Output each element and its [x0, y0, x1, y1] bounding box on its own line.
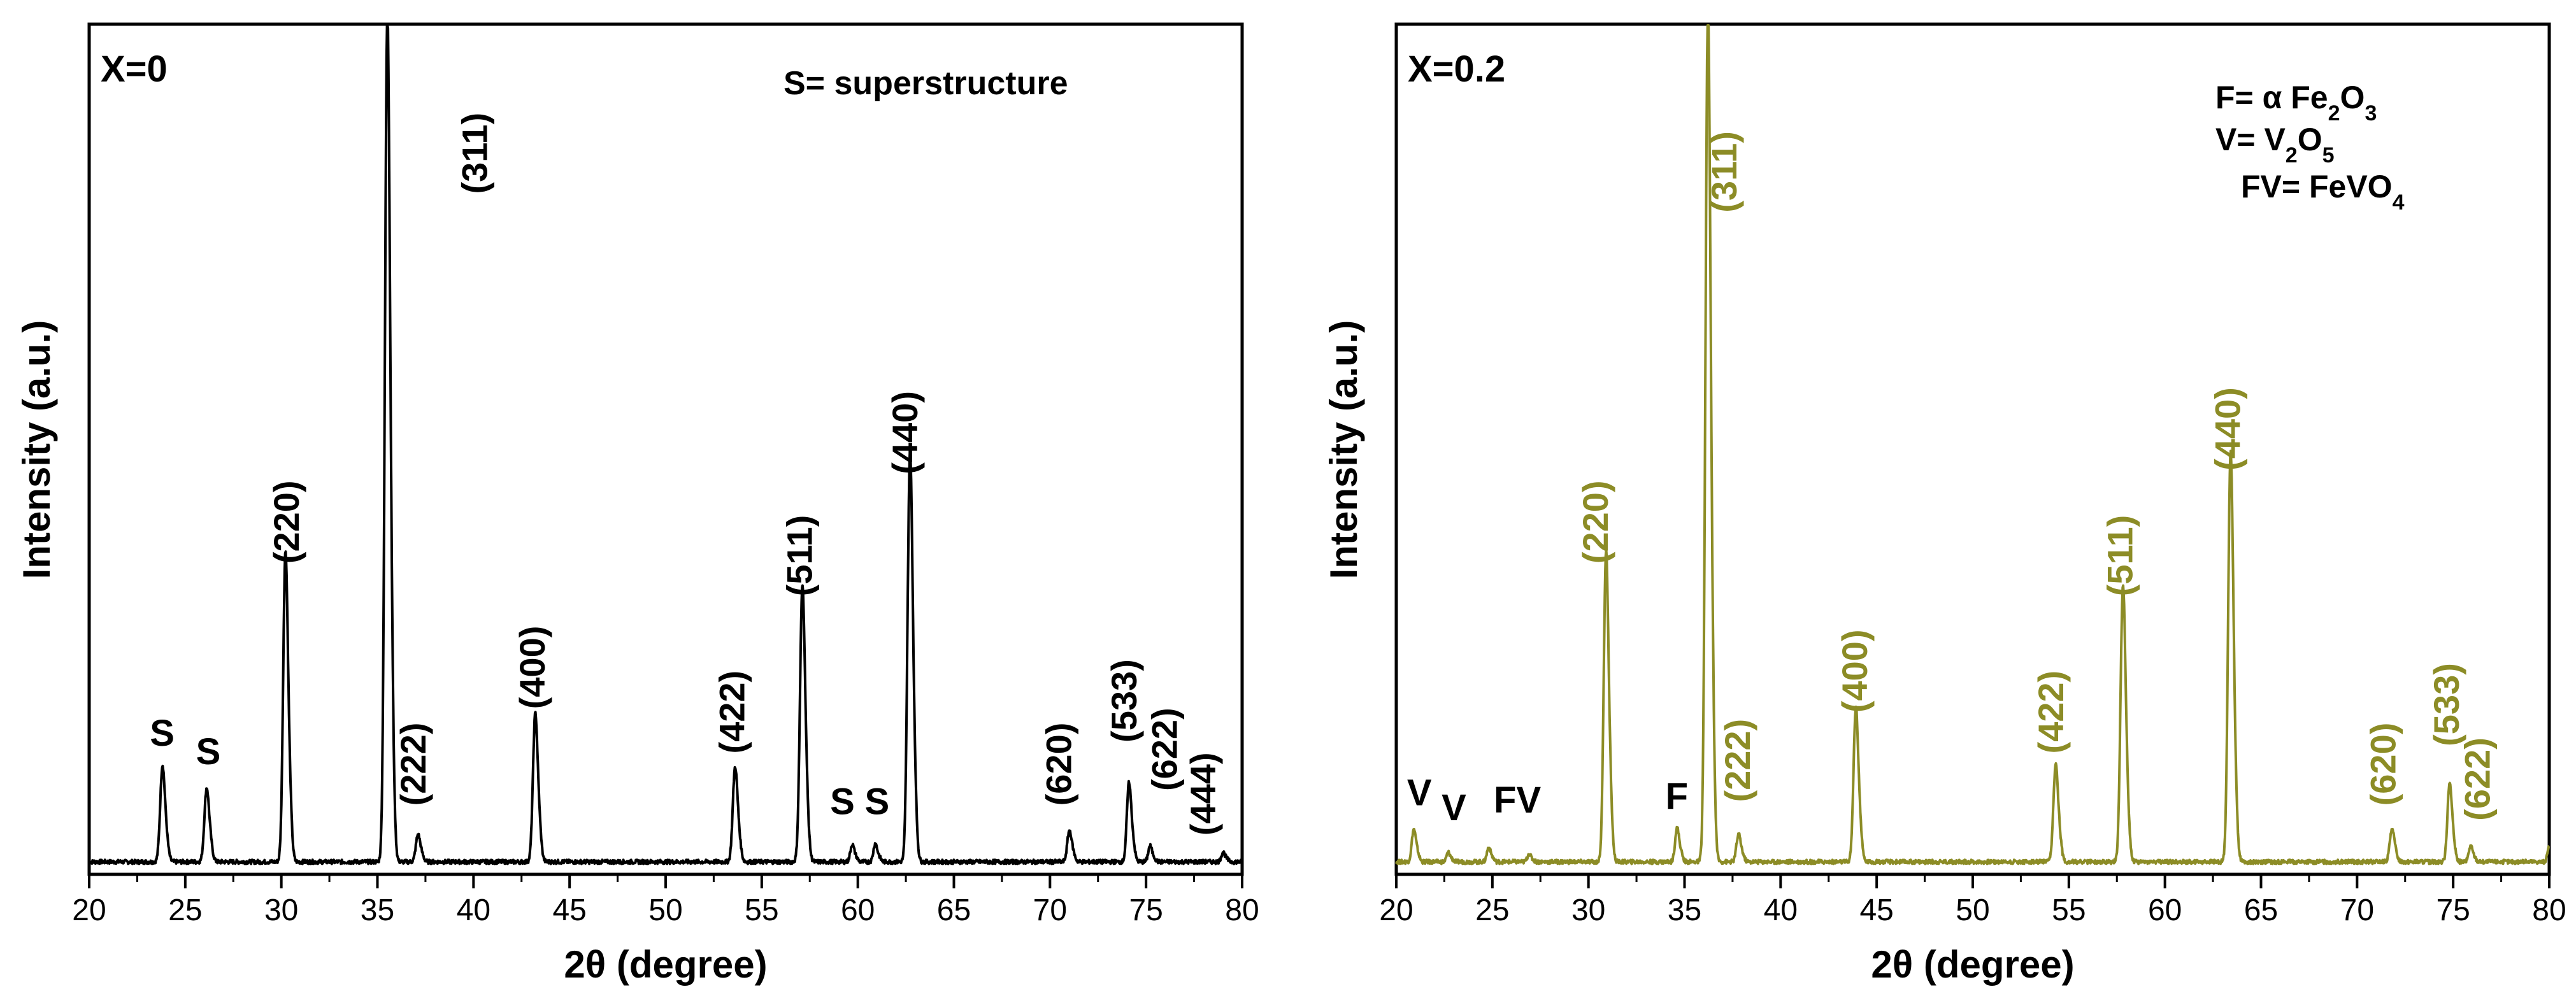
x-tick-label: 80: [1225, 893, 1259, 927]
peak-label: F: [1666, 776, 1688, 817]
peak-label: S: [830, 781, 855, 822]
peak-label: (440): [2207, 387, 2247, 471]
x-axis-ticks: 20 25 30 35 40 45 50 55 60 65 70 75 80: [72, 874, 1259, 927]
legend-text: S= superstructure: [784, 65, 1068, 102]
legend-line-v2o5: V= V2O5: [2215, 122, 2335, 167]
x-tick-label: 65: [937, 893, 971, 927]
peak-label: (511): [2100, 515, 2140, 597]
x-tick-label: 20: [72, 893, 106, 927]
peak-label: (422): [712, 671, 752, 754]
panel-label: X=0.2: [1408, 48, 1505, 90]
x-axis-label: 2θ (degree): [1871, 943, 2074, 986]
peak-label: (222): [1717, 719, 1757, 802]
peak-label: (622): [2458, 737, 2498, 821]
peak-labels: S S(220)(311)(222)(400)(422)(511)S S(440)(…: [150, 113, 1223, 836]
panel-x02: X=0.2 F= α Fe2O3 V= V2O5 FV= FeVO4 Inten…: [1322, 22, 2566, 986]
diffraction-trace: [1395, 24, 2551, 865]
x-tick-label: 55: [745, 893, 778, 927]
peak-label: S: [196, 731, 221, 772]
peak-labels: V V FV F(220)(311)(222)(400) (422)(511)(440)…: [1407, 131, 2498, 829]
panel-x0: X=0 S= superstructure Intensity (a.u.) 2…: [15, 22, 1259, 986]
x-tick-label: 25: [1475, 893, 1509, 927]
peak-label: S: [150, 713, 175, 754]
x-tick-label: 30: [264, 893, 298, 927]
x-tick-label: 65: [2244, 893, 2278, 927]
peak-label: V: [1407, 772, 1432, 813]
x-tick-label: 40: [457, 893, 490, 927]
x-tick-label: 35: [1668, 893, 1701, 927]
x-tick-label: 50: [1956, 893, 1989, 927]
peak-label: (440): [885, 391, 925, 474]
y-axis-label: Intensity (a.u.): [1322, 320, 1365, 580]
peak-label: (422): [2031, 671, 2071, 754]
x-tick-label: 45: [552, 893, 586, 927]
x-tick-label: 45: [1859, 893, 1893, 927]
x-tick-label: 40: [1764, 893, 1798, 927]
peak-label: (400): [1835, 629, 1875, 713]
peak-label: (620): [1039, 723, 1079, 806]
x-axis-label: 2θ (degree): [564, 943, 767, 986]
peak-label: (511): [779, 515, 819, 597]
x-tick-label: 80: [2532, 893, 2566, 927]
peak-label: (444): [1183, 752, 1223, 836]
peak-label: (222): [393, 723, 433, 806]
peak-label: (220): [1575, 480, 1615, 564]
x-tick-label: 60: [2148, 893, 2182, 927]
peak-label: V: [1442, 787, 1466, 829]
peak-label: (533): [1104, 659, 1144, 743]
x-tick-label: 75: [1129, 893, 1163, 927]
peak-label: (400): [512, 626, 552, 709]
peak-label: (622): [1144, 708, 1184, 791]
legend-line-fe2o3: F= α Fe2O3: [2215, 80, 2377, 125]
legend-line-fevo4: FV= FeVO4: [2241, 169, 2405, 215]
x-axis-ticks: 20 25 30 35 40 45 50 55 60 65 70 75 80: [1379, 874, 2566, 927]
peak-label: (220): [266, 480, 306, 564]
y-axis-label: Intensity (a.u.): [15, 320, 58, 580]
x-tick-label: 70: [1033, 893, 1067, 927]
x-tick-label: 75: [2436, 893, 2470, 927]
x-tick-label: 70: [2340, 893, 2374, 927]
x-tick-label: 35: [361, 893, 394, 927]
diffraction-trace: [88, 24, 1243, 865]
x-tick-label: 30: [1571, 893, 1605, 927]
peak-label: (620): [2363, 723, 2403, 806]
x-tick-label: 60: [841, 893, 875, 927]
peak-label: FV: [1494, 779, 1541, 821]
peak-label: S: [864, 781, 889, 822]
x-tick-label: 25: [168, 893, 202, 927]
peak-label: (533): [2426, 663, 2466, 746]
x-tick-label: 50: [648, 893, 682, 927]
peak-label: (311): [455, 113, 495, 194]
x-tick-label: 55: [2052, 893, 2086, 927]
x-tick-label: 20: [1379, 893, 1413, 927]
panel-label: X=0: [101, 48, 168, 90]
